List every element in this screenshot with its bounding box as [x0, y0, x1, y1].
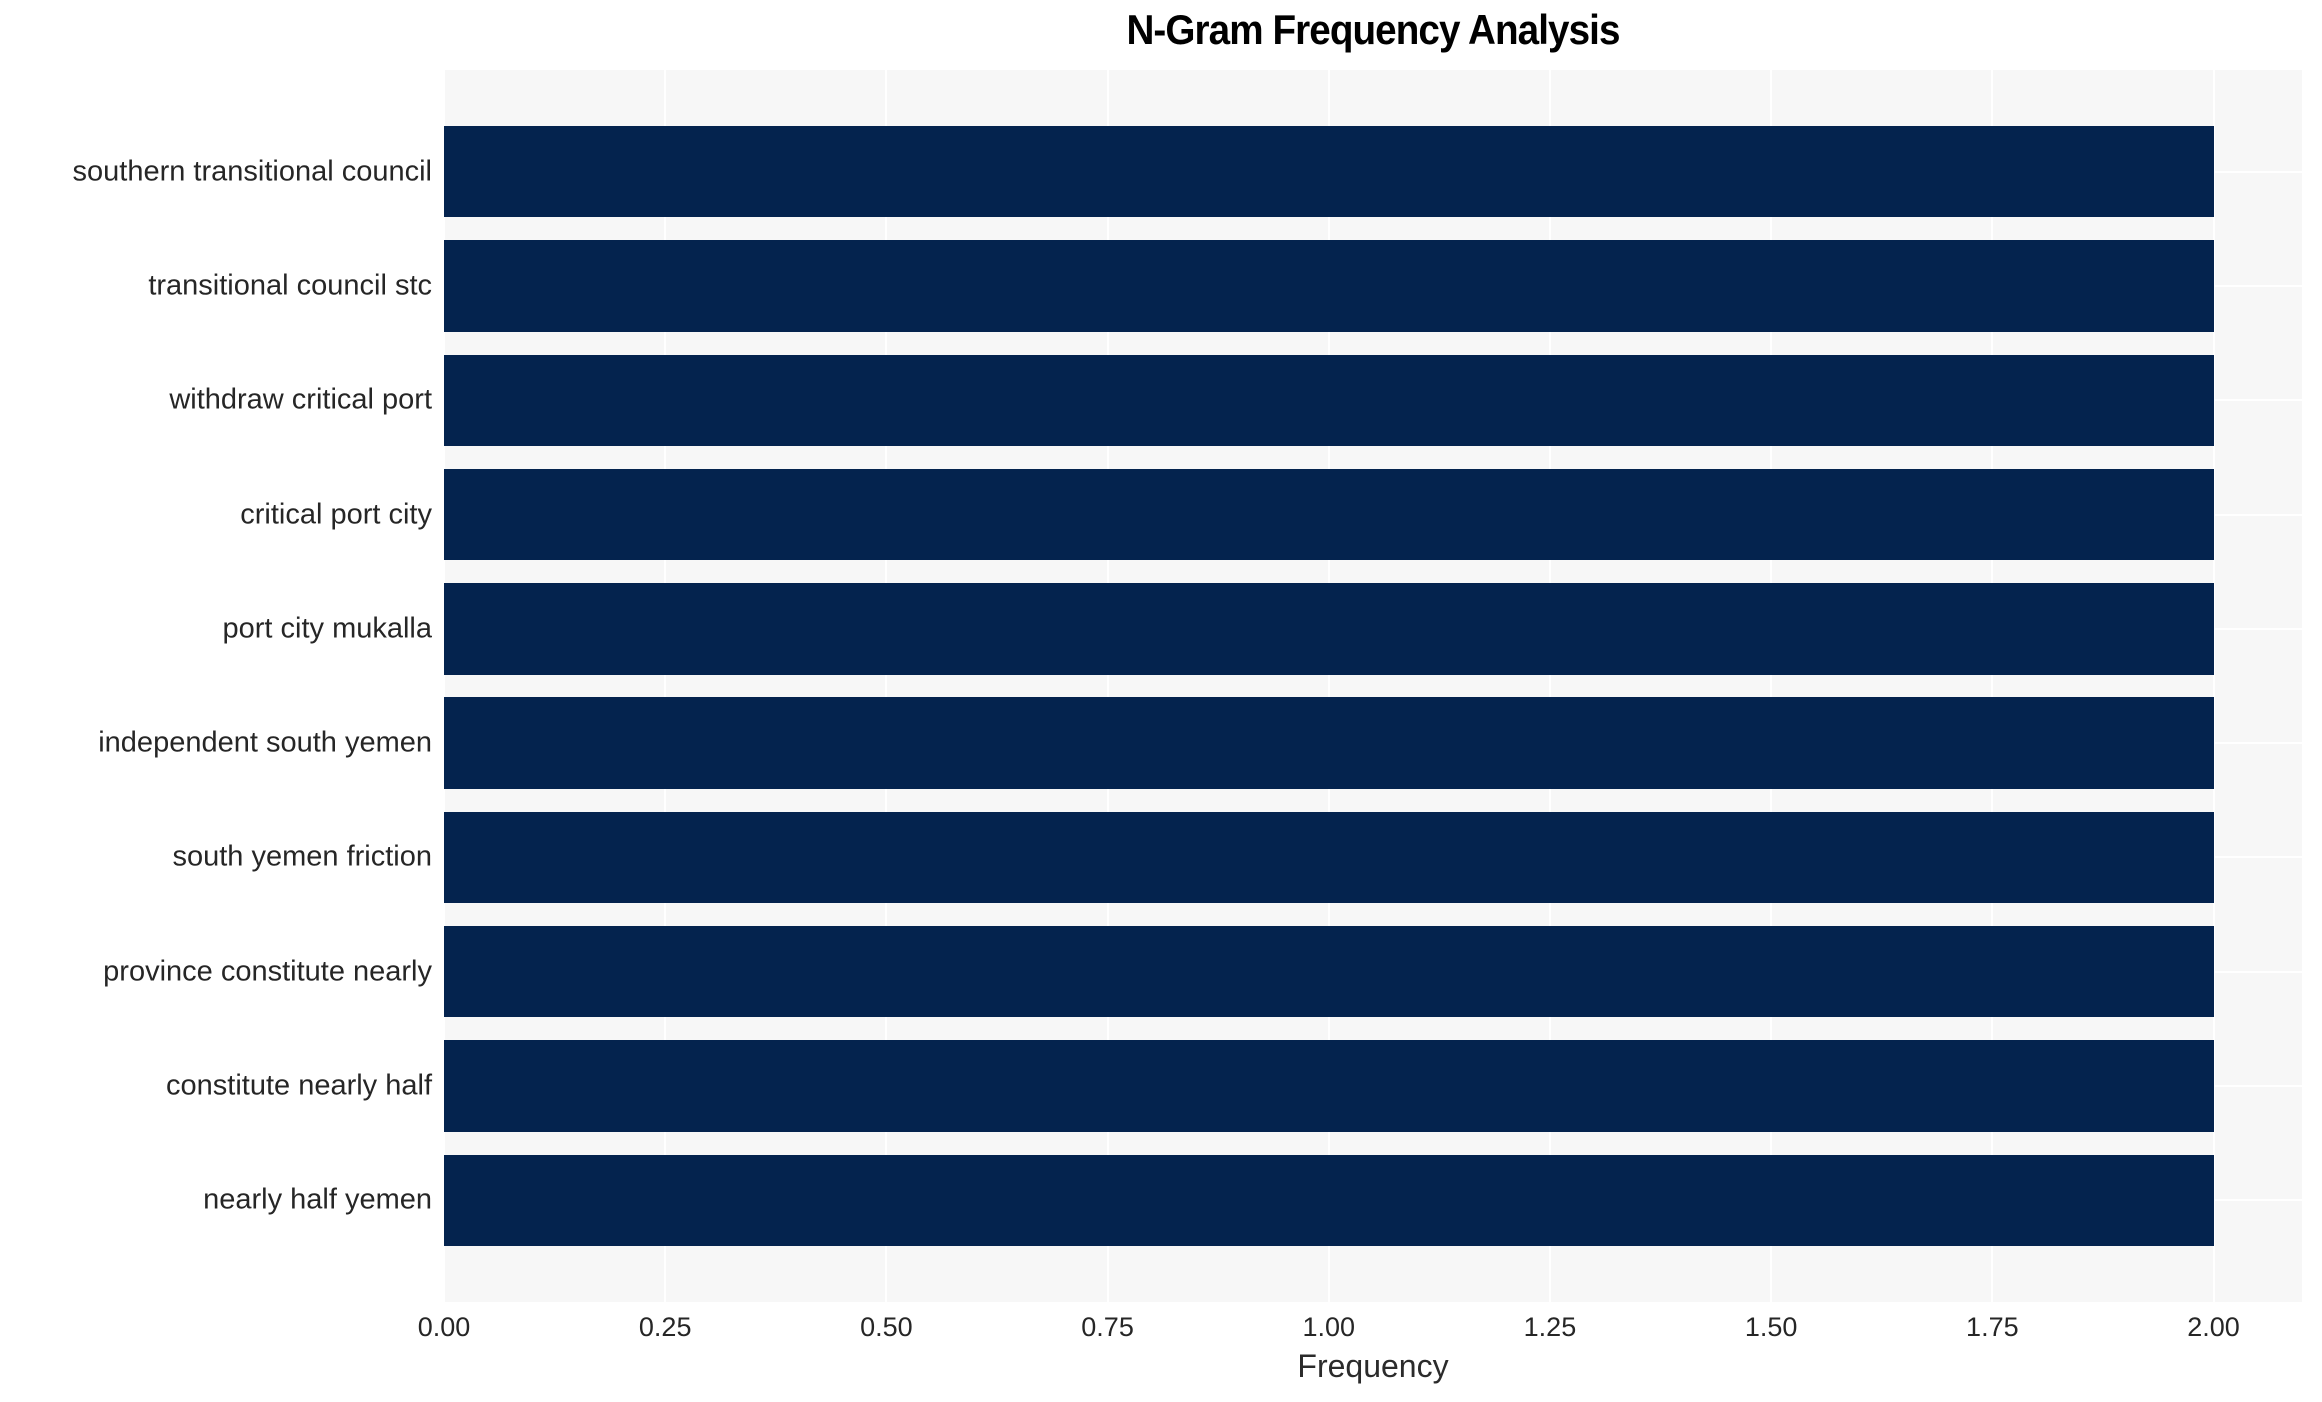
- y-label: south yemen friction: [172, 840, 432, 873]
- y-label: critical port city: [240, 498, 432, 531]
- x-gridline: [1106, 70, 1109, 1302]
- y-label: constitute nearly half: [166, 1069, 432, 1102]
- y-label: province constitute nearly: [103, 955, 432, 988]
- x-gridline: [1991, 70, 1994, 1302]
- bar-southern-transitional-council: [444, 126, 2214, 218]
- y-label: port city mukalla: [222, 612, 432, 645]
- x-gridline: [2212, 70, 2215, 1302]
- plot-area: [443, 70, 2302, 1302]
- x-tick-label: 0.00: [417, 1312, 471, 1342]
- bar-constitute-nearly-half: [444, 1040, 2214, 1132]
- x-tick-label: 0.75: [1081, 1312, 1134, 1342]
- x-gridline: [1327, 70, 1330, 1302]
- x-gridline: [443, 70, 445, 1302]
- bar-withdraw-critical-port: [444, 354, 2214, 446]
- x-gridline: [664, 70, 667, 1302]
- y-label: withdraw critical port: [169, 383, 432, 416]
- bar-south-yemen-friction: [444, 811, 2214, 904]
- y-label: transitional council stc: [148, 269, 432, 302]
- x-gridline: [1548, 70, 1551, 1302]
- bar-port-city-mukalla: [444, 583, 2214, 675]
- x-axis-title: Frequency: [1297, 1348, 1449, 1384]
- bar-critical-port-city: [444, 468, 2214, 561]
- x-tick-label: 0.25: [638, 1312, 692, 1342]
- y-label: independent south yemen: [98, 726, 432, 759]
- x-gridline: [885, 70, 888, 1302]
- bar-independent-south-yemen: [444, 697, 2214, 789]
- x-tick-label: 1.25: [1523, 1312, 1577, 1342]
- chart-title: N-Gram Frequency Analysis: [1126, 6, 1620, 53]
- x-gridline: [1770, 70, 1773, 1302]
- x-tick-label: 1.00: [1302, 1312, 1356, 1342]
- y-label: southern transitional council: [72, 155, 432, 188]
- bar-transitional-council-stc: [444, 240, 2214, 332]
- x-tick-label: 0.50: [860, 1312, 913, 1342]
- x-tick-label: 1.50: [1744, 1312, 1798, 1342]
- x-tick-label: 1.75: [1966, 1312, 2019, 1342]
- x-tick-label: 2.00: [2187, 1312, 2240, 1342]
- y-label: nearly half yemen: [203, 1183, 432, 1216]
- bar-nearly-half-yemen: [444, 1154, 2214, 1246]
- bar-province-constitute-nearly: [444, 926, 2214, 1018]
